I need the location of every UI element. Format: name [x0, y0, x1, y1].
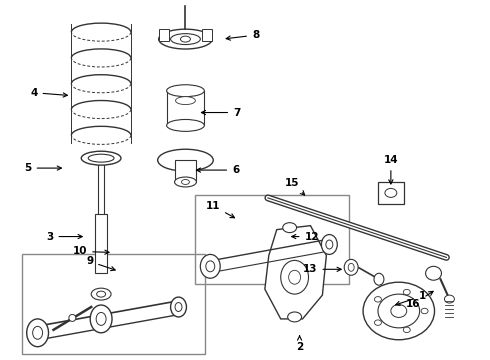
- Ellipse shape: [69, 314, 76, 321]
- Text: 10: 10: [73, 247, 109, 256]
- Ellipse shape: [26, 319, 49, 347]
- Ellipse shape: [97, 291, 105, 297]
- Ellipse shape: [444, 295, 454, 303]
- Ellipse shape: [281, 260, 309, 294]
- Ellipse shape: [175, 302, 182, 311]
- Ellipse shape: [289, 270, 300, 284]
- Ellipse shape: [81, 151, 121, 165]
- Text: 13: 13: [303, 264, 341, 274]
- Ellipse shape: [403, 327, 410, 333]
- Ellipse shape: [175, 96, 196, 105]
- Ellipse shape: [363, 282, 435, 340]
- Ellipse shape: [88, 154, 114, 162]
- Bar: [378, 182, 404, 204]
- Ellipse shape: [96, 312, 106, 325]
- Text: 3: 3: [46, 231, 82, 242]
- Ellipse shape: [171, 297, 187, 317]
- Ellipse shape: [403, 289, 410, 295]
- Text: 12: 12: [292, 231, 319, 242]
- Text: 2: 2: [296, 336, 303, 352]
- Ellipse shape: [159, 29, 212, 49]
- Text: 4: 4: [30, 88, 67, 98]
- Ellipse shape: [206, 261, 215, 272]
- Polygon shape: [265, 226, 326, 319]
- Ellipse shape: [167, 120, 204, 131]
- Text: 11: 11: [206, 201, 235, 218]
- Ellipse shape: [200, 255, 220, 278]
- Bar: [159, 29, 169, 41]
- Ellipse shape: [181, 180, 190, 184]
- Bar: [22, 255, 205, 354]
- Bar: [98, 164, 104, 219]
- Text: 5: 5: [24, 163, 61, 173]
- Text: 7: 7: [201, 108, 241, 117]
- Ellipse shape: [288, 312, 301, 322]
- Text: 14: 14: [384, 155, 398, 184]
- Ellipse shape: [33, 327, 43, 339]
- Text: 1: 1: [396, 291, 426, 306]
- Ellipse shape: [158, 149, 213, 171]
- Ellipse shape: [348, 264, 354, 271]
- Ellipse shape: [426, 266, 441, 280]
- Ellipse shape: [374, 320, 381, 325]
- Ellipse shape: [421, 308, 428, 314]
- Bar: [202, 29, 212, 41]
- Ellipse shape: [90, 305, 112, 333]
- Bar: [167, 91, 204, 125]
- Text: 9: 9: [86, 256, 115, 271]
- Ellipse shape: [374, 273, 384, 285]
- Bar: [95, 214, 107, 273]
- Ellipse shape: [344, 260, 358, 275]
- Ellipse shape: [321, 235, 337, 255]
- Ellipse shape: [174, 177, 196, 187]
- Ellipse shape: [171, 33, 200, 45]
- Ellipse shape: [326, 240, 333, 249]
- Text: 15: 15: [285, 178, 305, 195]
- Ellipse shape: [167, 85, 204, 96]
- Ellipse shape: [91, 288, 111, 300]
- Text: 8: 8: [226, 30, 259, 40]
- Ellipse shape: [374, 297, 381, 302]
- Ellipse shape: [385, 188, 397, 197]
- Bar: [196, 195, 349, 284]
- Ellipse shape: [283, 223, 296, 233]
- Text: 16: 16: [406, 291, 433, 309]
- Ellipse shape: [391, 305, 407, 318]
- Text: 6: 6: [196, 165, 239, 175]
- Ellipse shape: [180, 36, 191, 42]
- Bar: [174, 160, 196, 182]
- Ellipse shape: [378, 294, 419, 328]
